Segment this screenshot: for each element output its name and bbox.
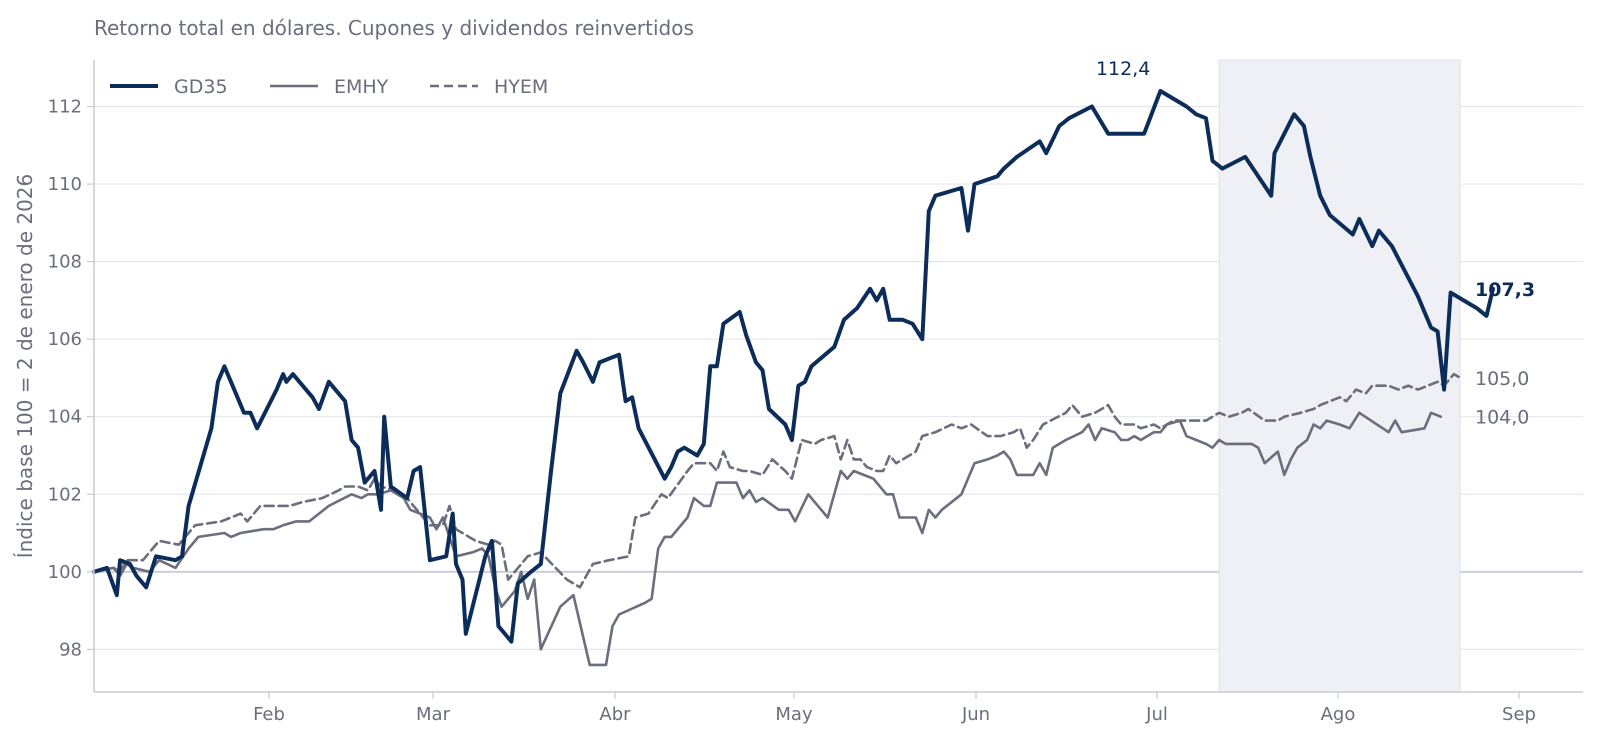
y-axis-label: Índice base 100 = 2 de enero de 2026	[13, 174, 37, 559]
y-tick-label: 100	[48, 562, 82, 583]
x-tick-label: Abr	[599, 704, 631, 725]
axes: 98 100 102 104 106 108 110 112 Feb Mar Abr May Jun Ju…	[48, 60, 1583, 725]
highlight-band	[1218, 59, 1461, 693]
annotation-last-gd35: 107,3	[1475, 279, 1535, 301]
series-line-gd35	[92, 89, 1495, 644]
annotations: 112,4 107,3 105,0 104,0	[1096, 58, 1535, 429]
x-tick-label: Jun	[961, 704, 990, 725]
x-tick-label: Ago	[1321, 704, 1356, 725]
legend-label-emhy: EMHY	[334, 76, 389, 98]
y-tick-label: 110	[48, 174, 82, 195]
series-line-hyem	[92, 372, 1462, 589]
y-tick-label: 102	[48, 484, 82, 505]
annotation-peak-gd35: 112,4	[1096, 58, 1150, 80]
x-tick-label: Sep	[1502, 704, 1536, 725]
y-tick-label: 112	[48, 97, 82, 118]
chart-subtitle: Retorno total en dólares. Cupones y divi…	[94, 16, 694, 40]
y-tick-label: 106	[48, 329, 82, 350]
annotation-last-hyem: 105,0	[1475, 368, 1529, 390]
plot-series	[92, 89, 1495, 667]
x-tick-label: Mar	[416, 704, 451, 725]
x-tick-label: May	[775, 704, 813, 725]
legend-label-gd35: GD35	[174, 76, 228, 98]
x-tick-label: Jul	[1145, 704, 1168, 725]
legend: GD35 EMHY HYEM	[110, 76, 548, 98]
series-line-emhy	[92, 411, 1443, 667]
legend-label-hyem: HYEM	[494, 76, 548, 98]
x-tick-label: Feb	[253, 704, 285, 725]
annotation-last-emhy: 104,0	[1475, 407, 1529, 429]
y-tick-label: 98	[59, 639, 82, 660]
y-tick-label: 108	[48, 252, 82, 273]
y-tick-label: 104	[48, 407, 82, 428]
